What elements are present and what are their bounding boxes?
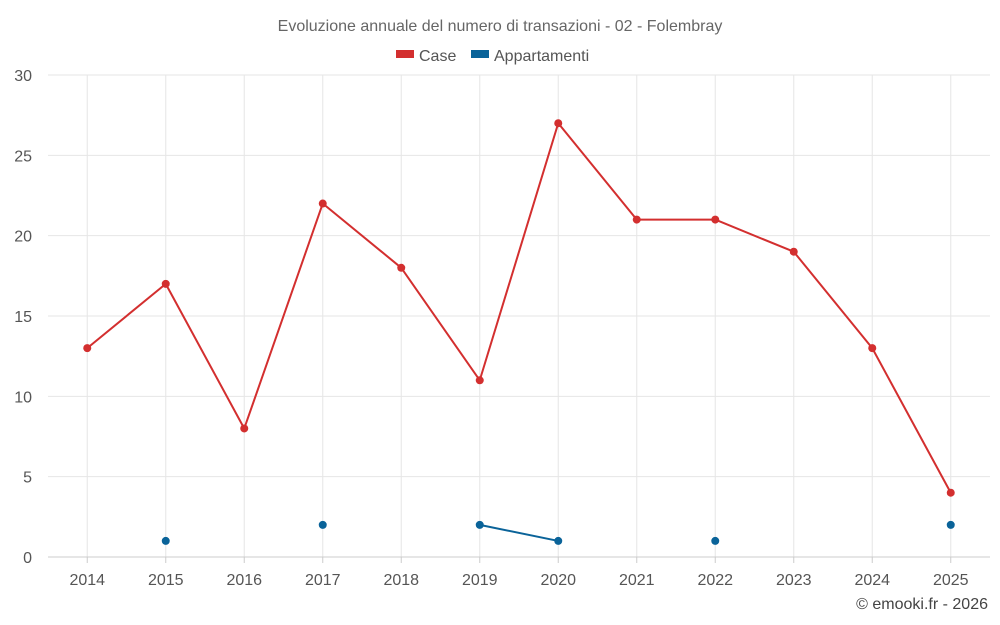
x-tick-label: 2023: [776, 572, 812, 589]
series-appartamenti: [161, 520, 955, 545]
x-tick-label: 2019: [462, 572, 498, 589]
data-point[interactable]: [475, 520, 484, 529]
legend-label[interactable]: Appartamenti: [494, 48, 589, 65]
y-tick-label: 15: [14, 309, 32, 326]
x-tick-label: 2021: [619, 572, 655, 589]
x-tick-label: 2017: [305, 572, 341, 589]
chart-title: Evoluzione annuale del numero di transaz…: [278, 18, 723, 35]
y-tick-label: 10: [14, 389, 32, 406]
series-line: [479, 523, 559, 542]
data-point[interactable]: [632, 215, 641, 224]
data-point[interactable]: [711, 215, 720, 224]
legend-swatch: [471, 50, 489, 58]
data-point[interactable]: [240, 424, 249, 433]
y-tick-label: 25: [14, 148, 32, 165]
data-point[interactable]: [318, 520, 327, 529]
y-tick-label: 5: [23, 470, 32, 487]
data-point[interactable]: [161, 536, 170, 545]
legend-label[interactable]: Case: [419, 48, 456, 65]
data-point[interactable]: [475, 376, 484, 385]
data-point[interactable]: [161, 279, 170, 288]
series-case: [83, 119, 955, 497]
data-point[interactable]: [318, 199, 327, 208]
x-tick-label: 2024: [854, 572, 890, 589]
data-point[interactable]: [946, 488, 955, 497]
x-tick-label: 2025: [933, 572, 969, 589]
data-point[interactable]: [554, 119, 563, 128]
data-point[interactable]: [83, 344, 92, 353]
x-tick-label: 2015: [148, 572, 184, 589]
x-tick-label: 2016: [226, 572, 262, 589]
y-tick-label: 0: [23, 550, 32, 567]
grid: [48, 74, 990, 557]
y-tick-label: 20: [14, 229, 32, 246]
series-layer: [83, 119, 955, 545]
data-point[interactable]: [946, 520, 955, 529]
data-point[interactable]: [789, 247, 798, 256]
data-point[interactable]: [554, 536, 563, 545]
data-point[interactable]: [397, 263, 406, 272]
x-tick-label: 2020: [540, 572, 576, 589]
x-tick-label: 2018: [383, 572, 419, 589]
series-line: [86, 122, 952, 494]
x-tick-label: 2022: [697, 572, 733, 589]
x-tick-label: 2014: [69, 572, 105, 589]
credit-text: © emooki.fr - 2026: [856, 596, 988, 613]
data-point[interactable]: [711, 536, 720, 545]
legend-swatch: [396, 50, 414, 58]
legend: Case Appartamenti: [396, 48, 589, 65]
y-tick-label: 30: [14, 68, 32, 85]
data-point[interactable]: [868, 344, 877, 353]
